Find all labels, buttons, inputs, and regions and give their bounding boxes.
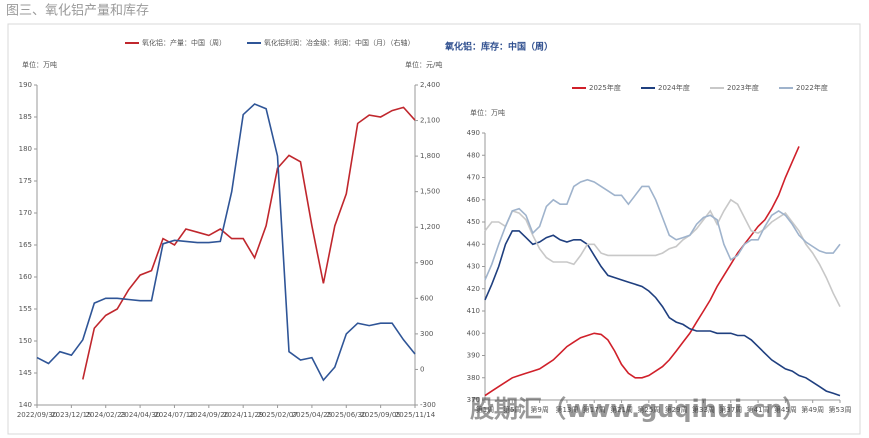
x-tick-label: 第37周 xyxy=(719,405,742,414)
y-tick-label: 165 xyxy=(19,241,32,249)
y2-tick-label: -300 xyxy=(420,401,436,409)
y-tick-label: 440 xyxy=(467,240,480,248)
legend-label: 2023年度 xyxy=(727,83,759,92)
legend-label: 氧化铝利润：冶金级：利润：中国（月）（右轴） xyxy=(264,38,415,47)
x-tick-label: 2025/02/07 xyxy=(257,411,297,419)
x-tick-label: 第29周 xyxy=(665,405,688,414)
y2-tick-label: 300 xyxy=(420,330,433,338)
y-tick-label: 155 xyxy=(19,305,32,313)
header-title: 图三、氧化铝产量和库存 xyxy=(6,3,149,19)
charts: 140 145 150 155 160 165 170 175 180 185 190 -300 0 30… xyxy=(17,38,852,419)
x-tick-label: 第5周 xyxy=(503,405,521,414)
x-tick-label: 2022/09/30 xyxy=(17,411,57,419)
x-tick-label: 2025/06/30 xyxy=(326,411,366,419)
series-line xyxy=(82,106,416,380)
x-tick-label: 第49周 xyxy=(801,405,824,414)
legend-label: 2025年度 xyxy=(589,83,621,92)
y-tick-label: 170 xyxy=(19,209,32,217)
x-tick-label: 2024/07/12 xyxy=(154,411,194,419)
y2-tick-label: 600 xyxy=(420,294,433,302)
series-line xyxy=(484,198,841,307)
x-tick-label: 第13周 xyxy=(555,405,578,414)
x-tick-label: 2024/02/23 xyxy=(86,411,126,419)
x-tick-label: 第45周 xyxy=(774,405,797,414)
y-tick-label: 490 xyxy=(467,129,480,137)
y-tick-label: 430 xyxy=(467,263,480,271)
y2-tick-label: 2,100 xyxy=(420,117,440,125)
x-tick-label: 2024/11/29 xyxy=(223,411,263,419)
y-tick-label: 470 xyxy=(467,174,480,182)
series-line xyxy=(36,103,416,382)
legend-label: 氧化铝：产量：中国（周） xyxy=(142,38,226,47)
y-tick-label: 160 xyxy=(19,273,32,281)
y-tick-label: 140 xyxy=(19,401,32,409)
watermark: 股期汇（www.guqihui.cn） xyxy=(470,395,807,423)
y-tick-label: 450 xyxy=(467,218,480,226)
x-tick-label: 2025/09/05 xyxy=(360,411,400,419)
y2-tick-label: 1,500 xyxy=(420,188,440,196)
x-tick-label: 第21周 xyxy=(610,405,633,414)
x-tick-label: 第33周 xyxy=(692,405,715,414)
y-tick-label: 410 xyxy=(467,307,480,315)
x-tick-label: 第17周 xyxy=(583,405,606,414)
y-axis-label: 单位：万吨 xyxy=(470,108,505,117)
y2-tick-label: 900 xyxy=(420,259,433,267)
y-tick-label: 400 xyxy=(467,329,480,337)
y-tick-label: 460 xyxy=(467,196,480,204)
y-tick-label: 420 xyxy=(467,285,480,293)
x-tick-label: 2024/04/30 xyxy=(120,411,160,419)
y-tick-label: 145 xyxy=(19,369,32,377)
y-tick-label: 150 xyxy=(19,337,32,345)
y-tick-label: 185 xyxy=(19,113,32,121)
legend-label: 2024年度 xyxy=(658,83,690,92)
series-line xyxy=(484,230,841,397)
y2-tick-label: 1,200 xyxy=(420,223,440,231)
y-axis-label: 单位：万吨 xyxy=(22,60,57,69)
series-line xyxy=(484,178,841,281)
y2-tick-label: 2,400 xyxy=(420,81,440,89)
series-line xyxy=(484,146,800,397)
y-tick-label: 380 xyxy=(467,374,480,382)
y-tick-label: 180 xyxy=(19,145,32,153)
x-tick-label: 2023/12/15 xyxy=(51,411,91,419)
x-tick-label: 2025/11/14 xyxy=(395,411,436,419)
y-tick-label: 480 xyxy=(467,151,480,159)
y2-tick-label: 0 xyxy=(420,365,424,373)
y2-tick-label: 1,800 xyxy=(420,152,440,160)
x-tick-label: 第9周 xyxy=(530,405,548,414)
y2-axis-label: 单位：元/吨 xyxy=(405,60,442,69)
y-tick-label: 390 xyxy=(467,352,480,360)
frame xyxy=(7,23,861,435)
chart-title: 氧化铝：库存：中国（周） xyxy=(444,41,553,53)
y-tick-label: 190 xyxy=(19,81,32,89)
x-tick-label: 第41周 xyxy=(747,405,770,414)
x-tick-label: 2024/09/20 xyxy=(189,411,229,419)
legend-label: 2022年度 xyxy=(796,83,828,92)
x-tick-label: 第25周 xyxy=(637,405,660,414)
x-tick-label: 2025/04/25 xyxy=(292,411,332,419)
y-tick-label: 370 xyxy=(467,396,480,404)
x-tick-label: 第1周 xyxy=(476,405,494,414)
y-tick-label: 175 xyxy=(19,177,32,185)
x-tick-label: 第53周 xyxy=(829,405,852,414)
